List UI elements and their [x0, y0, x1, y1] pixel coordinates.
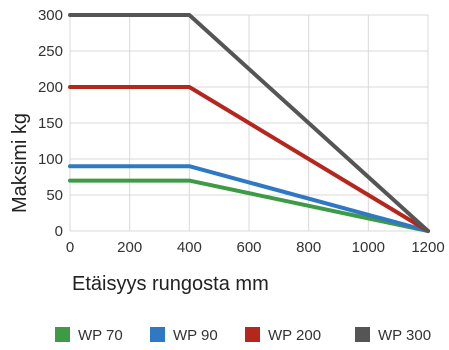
legend-label: WP 300 [378, 327, 431, 344]
series-line-wp-200 [68, 85, 430, 233]
x-tick-label: 400 [177, 239, 202, 256]
x-tick-label: 600 [236, 239, 261, 256]
series-line-wp-300 [68, 13, 430, 233]
y-tick-label: 0 [55, 223, 63, 240]
x-tick-labels: 0 200 400 600 800 1000 1200 [66, 239, 445, 256]
legend-label: WP 200 [268, 327, 321, 344]
y-tick-label: 300 [38, 7, 63, 24]
series-line-wp-70 [68, 178, 430, 233]
x-tick-label: 800 [296, 239, 321, 256]
series-lines [68, 13, 430, 233]
y-tick-label: 250 [38, 43, 63, 60]
y-tick-label: 100 [38, 151, 63, 168]
legend-swatch [245, 327, 260, 342]
x-tick-label: 1000 [352, 239, 385, 256]
series-line-wp-90 [68, 164, 430, 233]
legend-label: WP 70 [78, 327, 123, 344]
y-tick-labels: 0 50 100 150 200 250 300 [38, 7, 63, 240]
legend-label: WP 90 [173, 327, 218, 344]
x-tick-label: 0 [66, 239, 74, 256]
x-tick-label: 200 [117, 239, 142, 256]
y-tick-label: 50 [46, 187, 63, 204]
y-axis-label: Maksimi kg [9, 113, 31, 213]
x-axis-label: Etäisyys rungosta mm [72, 273, 269, 295]
y-tick-label: 150 [38, 115, 63, 132]
y-tick-label: 200 [38, 79, 63, 96]
legend-swatch [150, 327, 165, 342]
legend-swatch [355, 327, 370, 342]
legend-swatch [55, 327, 70, 342]
x-tick-label: 1200 [411, 239, 444, 256]
legend: WP 70 WP 90 WP 200 WP 300 [55, 327, 431, 344]
